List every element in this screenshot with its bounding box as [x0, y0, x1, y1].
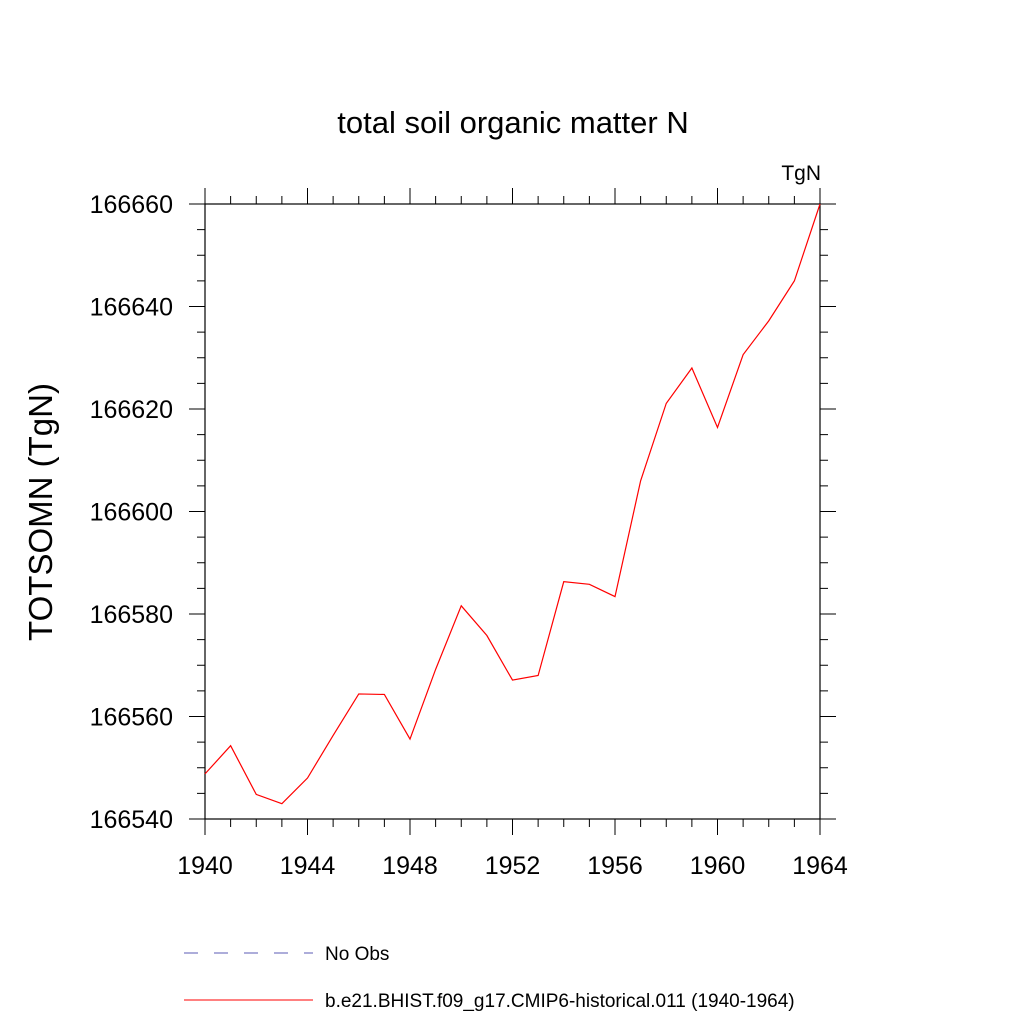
- y-axis-label: TOTSOMN (TgN): [22, 383, 59, 641]
- units-label: TgN: [781, 162, 821, 185]
- x-tick-label: 1952: [485, 852, 541, 880]
- series-layer: [204, 203, 821, 805]
- y-tick-label: 166620: [90, 396, 173, 424]
- axis-ticks: [189, 188, 836, 835]
- legend-label-model: b.e21.BHIST.f09_g17.CMIP6-historical.011…: [325, 991, 795, 1012]
- tick-labels: 1940 1944 1948 1952 1956 1960 1964 166540 166560…: [90, 191, 848, 880]
- y-tick-label: 166540: [90, 806, 173, 834]
- x-tick-label: 1940: [177, 852, 233, 880]
- y-tick-label: 166660: [90, 191, 173, 219]
- x-tick-label: 1956: [587, 852, 643, 880]
- x-tick-label: 1944: [280, 852, 336, 880]
- plot-frame: [204, 203, 821, 820]
- chart-title: total soil organic matter N: [337, 105, 688, 140]
- y-tick-label: 166640: [90, 294, 173, 322]
- y-tick-label: 166560: [90, 704, 173, 732]
- legend-label-no-obs: No Obs: [325, 944, 389, 965]
- y-tick-label: 166580: [90, 601, 173, 629]
- x-tick-label: 1960: [690, 852, 746, 880]
- x-tick-label: 1964: [792, 852, 848, 880]
- series-line: [204, 203, 821, 805]
- y-tick-label: 166600: [90, 499, 173, 527]
- legend: No Obs b.e21.BHIST.f09_g17.CMIP6-histori…: [184, 944, 795, 1012]
- x-tick-label: 1948: [382, 852, 438, 880]
